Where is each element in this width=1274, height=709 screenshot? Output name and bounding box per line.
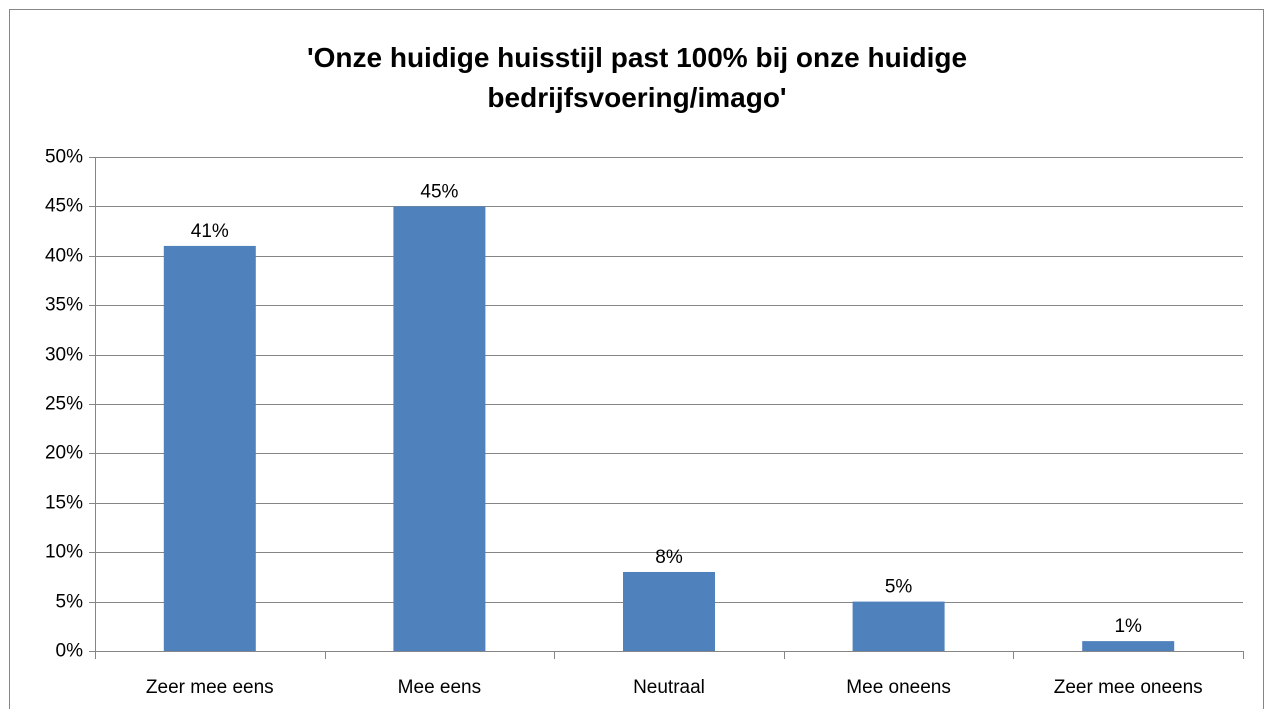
- bar: [1082, 641, 1175, 651]
- data-label: 5%: [885, 577, 913, 598]
- y-tick-label: 5%: [56, 592, 84, 613]
- y-tick-label: 45%: [45, 196, 83, 217]
- x-tick-label: Neutraal: [633, 677, 705, 698]
- y-tick-label: 20%: [45, 443, 83, 464]
- chart-title: 'Onze huidige huisstijl past 100% bij on…: [306, 42, 968, 113]
- data-label: 41%: [191, 221, 229, 242]
- y-tick-label: 35%: [45, 295, 83, 316]
- bar: [623, 571, 715, 651]
- data-label: 45%: [420, 181, 458, 202]
- chart-frame: [9, 9, 1264, 709]
- y-tick-label: 15%: [45, 493, 83, 514]
- y-tick-label: 30%: [45, 345, 83, 366]
- bar: [393, 206, 486, 651]
- data-label: 8%: [655, 547, 683, 568]
- data-label: 1%: [1114, 616, 1142, 637]
- bar: [163, 245, 256, 652]
- y-tick-label: 25%: [45, 394, 83, 415]
- x-tick-label: Mee oneens: [846, 677, 951, 698]
- x-tick-label: Zeer mee eens: [146, 677, 274, 698]
- x-tick-label: Mee eens: [398, 677, 481, 698]
- y-tick-label: 50%: [45, 147, 83, 168]
- bar: [852, 601, 945, 651]
- x-tick-label: Zeer mee oneens: [1054, 677, 1203, 698]
- y-tick-label: 40%: [45, 246, 83, 267]
- y-tick-label: 10%: [45, 542, 83, 563]
- y-tick-label: 0%: [56, 641, 84, 662]
